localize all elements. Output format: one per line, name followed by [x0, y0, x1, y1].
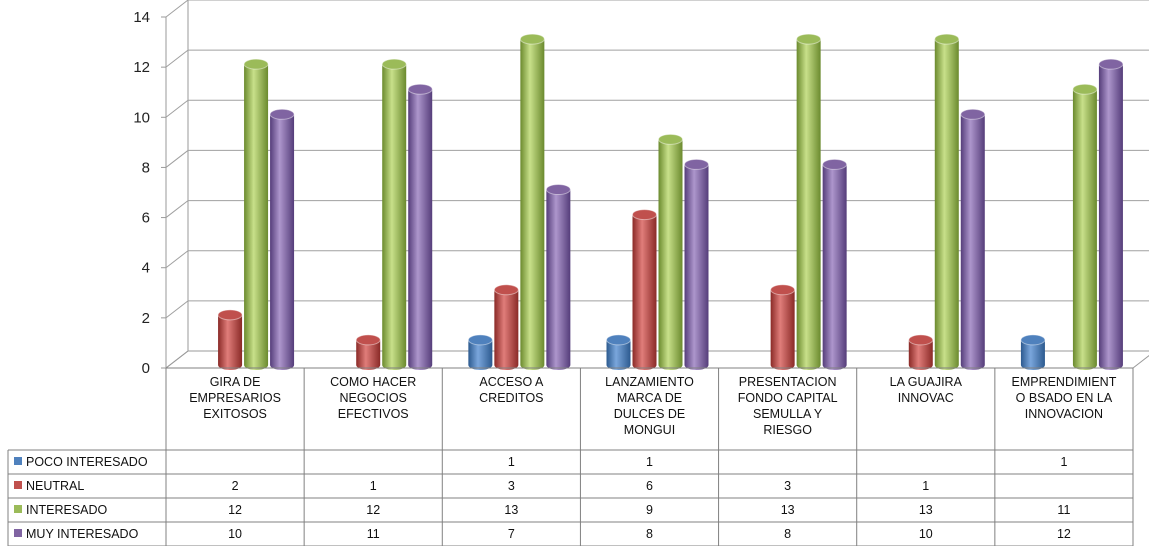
grid — [164, 0, 1149, 369]
bar — [269, 108, 295, 371]
table-cell: 11 — [367, 527, 380, 541]
bar — [1098, 58, 1124, 371]
table-cell: 10 — [228, 527, 242, 541]
legend-key — [14, 481, 22, 489]
legend-key — [14, 505, 22, 513]
gridline — [165, 0, 1149, 18]
gridline — [165, 99, 1149, 118]
floor — [164, 350, 1149, 369]
y-tick-label: 6 — [142, 210, 150, 227]
y-tick-label: 4 — [142, 260, 150, 277]
bar — [796, 33, 822, 370]
table-cell: 3 — [508, 479, 515, 493]
bar — [934, 33, 960, 370]
category-label: GIRA DE EMPRESARIOS EXITOSOS — [189, 375, 281, 421]
bar — [493, 284, 519, 370]
category-label: COMO HACER NEGOCIOS EFECTIVOS — [330, 375, 416, 421]
table-cell: 9 — [646, 503, 653, 517]
y-tick-label: 8 — [142, 159, 150, 176]
legend-key — [14, 457, 22, 465]
legend-key — [14, 529, 22, 537]
category-label: EMPRENDIMIENT O BSADO EN LA INNOVACION — [1011, 375, 1116, 421]
bar — [606, 334, 631, 370]
gridline — [165, 200, 1149, 218]
bar — [822, 158, 848, 370]
table-cell: 12 — [1057, 527, 1071, 541]
table-cell: 1 — [646, 455, 653, 469]
table-cell: 7 — [508, 527, 515, 541]
bar — [1020, 334, 1046, 370]
bar — [1072, 83, 1098, 370]
table-cell: 13 — [504, 503, 518, 517]
table-cell: 6 — [646, 479, 653, 493]
bar — [407, 83, 433, 370]
table-cell: 2 — [232, 479, 239, 493]
bar — [243, 58, 269, 370]
bar — [355, 334, 381, 370]
category-label: ACCESO A CREDITOS — [479, 375, 544, 405]
gridline — [165, 250, 1149, 269]
series-name: POCO INTERESADO — [26, 455, 148, 469]
bar — [519, 33, 545, 370]
gridline — [165, 49, 1149, 68]
category-label: PRESENTACION FONDO CAPITAL SEMULLA Y RIESGO — [738, 375, 838, 437]
y-tick-label: 10 — [133, 109, 150, 126]
series-name: NEUTRAL — [26, 479, 84, 493]
bar — [770, 284, 796, 370]
gridline — [165, 149, 1149, 168]
bar — [684, 158, 709, 370]
table-cell: 1 — [370, 479, 377, 493]
gridline — [165, 300, 1149, 319]
table-cell: 10 — [919, 527, 933, 541]
series-name: MUY INTERESADO — [26, 527, 139, 541]
table-cell: 13 — [781, 503, 795, 517]
bar — [632, 209, 657, 370]
bar — [381, 58, 407, 371]
y-tick-label: 14 — [133, 9, 150, 26]
table-cell: 8 — [784, 527, 791, 541]
bar — [217, 309, 243, 370]
table-cell: 1 — [922, 479, 929, 493]
table-cell: 11 — [1057, 503, 1070, 517]
data-table: GIRA DE EMPRESARIOS EXITOSOS COMO HACER NEGO… — [7, 367, 1134, 546]
bar — [960, 108, 986, 371]
table-cell: 8 — [646, 527, 653, 541]
y-tick-label: 0 — [142, 360, 150, 377]
table-cell: 1 — [508, 455, 515, 469]
table-cell: 12 — [366, 503, 380, 517]
table-cell: 13 — [919, 503, 933, 517]
y-tick-label: 12 — [133, 59, 150, 76]
y-tick-label: 2 — [142, 310, 150, 327]
bars — [217, 33, 1124, 371]
back-wall-edge — [165, 0, 189, 369]
category-label: LA GUAJIRA INNOVAC — [890, 375, 963, 405]
bar — [467, 334, 493, 370]
table-cell: 12 — [228, 503, 242, 517]
bar — [658, 133, 683, 370]
table-cell: 3 — [784, 479, 791, 493]
bar — [545, 184, 571, 370]
bar — [908, 334, 934, 370]
table-cell: 1 — [1060, 455, 1067, 469]
category-label: LANZAMIENTO MARCA DE DULCES DE MONGUI — [605, 375, 694, 437]
y-axis-ticks: 0 2 4 6 8 10 12 14 — [133, 9, 166, 377]
series-name: INTERESADO — [26, 503, 108, 517]
